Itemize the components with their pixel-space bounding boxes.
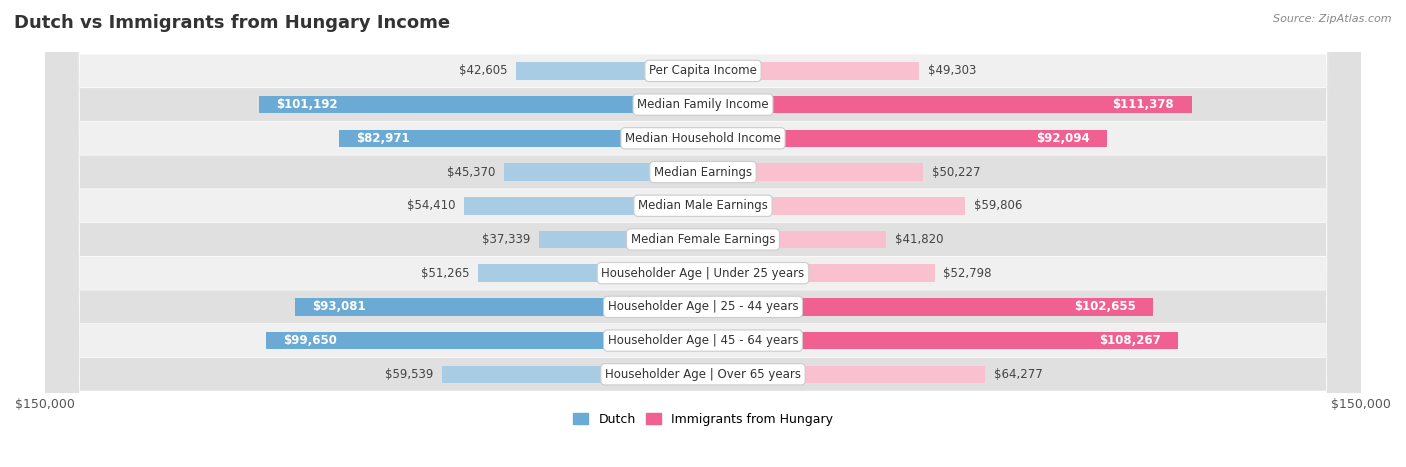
- Text: $41,820: $41,820: [896, 233, 943, 246]
- Bar: [703, 264, 935, 282]
- Text: Source: ZipAtlas.com: Source: ZipAtlas.com: [1274, 14, 1392, 24]
- FancyBboxPatch shape: [45, 0, 1361, 467]
- Text: $101,192: $101,192: [277, 98, 339, 111]
- Bar: [503, 163, 703, 181]
- Bar: [703, 332, 1178, 349]
- Bar: [516, 62, 703, 80]
- Text: Householder Age | Over 65 years: Householder Age | Over 65 years: [605, 368, 801, 381]
- FancyBboxPatch shape: [45, 0, 1361, 467]
- Text: $42,605: $42,605: [458, 64, 508, 78]
- Text: $52,798: $52,798: [943, 267, 991, 280]
- Text: Median Family Income: Median Family Income: [637, 98, 769, 111]
- FancyBboxPatch shape: [45, 0, 1361, 467]
- Text: Median Earnings: Median Earnings: [654, 165, 752, 178]
- Bar: [703, 163, 924, 181]
- Bar: [703, 96, 1192, 113]
- Bar: [703, 298, 1153, 316]
- Text: Per Capita Income: Per Capita Income: [650, 64, 756, 78]
- Text: $49,303: $49,303: [928, 64, 976, 78]
- Text: $59,806: $59,806: [974, 199, 1022, 212]
- Text: $99,650: $99,650: [284, 334, 337, 347]
- Bar: [339, 129, 703, 147]
- FancyBboxPatch shape: [45, 0, 1361, 467]
- Text: Median Male Earnings: Median Male Earnings: [638, 199, 768, 212]
- FancyBboxPatch shape: [45, 0, 1361, 467]
- Text: Median Female Earnings: Median Female Earnings: [631, 233, 775, 246]
- FancyBboxPatch shape: [45, 0, 1361, 467]
- Bar: [703, 129, 1107, 147]
- Bar: [703, 197, 966, 214]
- Text: $51,265: $51,265: [420, 267, 470, 280]
- Text: $92,094: $92,094: [1036, 132, 1090, 145]
- Text: $102,655: $102,655: [1074, 300, 1136, 313]
- Text: Median Household Income: Median Household Income: [626, 132, 780, 145]
- FancyBboxPatch shape: [45, 0, 1361, 467]
- Text: $45,370: $45,370: [447, 165, 495, 178]
- Bar: [703, 231, 886, 248]
- FancyBboxPatch shape: [45, 0, 1361, 467]
- Text: $54,410: $54,410: [406, 199, 456, 212]
- Bar: [478, 264, 703, 282]
- Text: $108,267: $108,267: [1098, 334, 1160, 347]
- Bar: [295, 298, 703, 316]
- Bar: [441, 366, 703, 383]
- Text: $59,539: $59,539: [385, 368, 433, 381]
- Text: Dutch vs Immigrants from Hungary Income: Dutch vs Immigrants from Hungary Income: [14, 14, 450, 32]
- Bar: [703, 366, 986, 383]
- Text: $111,378: $111,378: [1112, 98, 1174, 111]
- Text: $37,339: $37,339: [482, 233, 530, 246]
- FancyBboxPatch shape: [45, 0, 1361, 467]
- Bar: [464, 197, 703, 214]
- Text: $50,227: $50,227: [932, 165, 980, 178]
- Text: $93,081: $93,081: [312, 300, 366, 313]
- Text: $82,971: $82,971: [357, 132, 411, 145]
- Text: Householder Age | 25 - 44 years: Householder Age | 25 - 44 years: [607, 300, 799, 313]
- Bar: [538, 231, 703, 248]
- Legend: Dutch, Immigrants from Hungary: Dutch, Immigrants from Hungary: [568, 408, 838, 431]
- Text: $64,277: $64,277: [994, 368, 1042, 381]
- Bar: [259, 96, 703, 113]
- FancyBboxPatch shape: [45, 0, 1361, 467]
- Bar: [703, 62, 920, 80]
- Bar: [266, 332, 703, 349]
- Text: Householder Age | Under 25 years: Householder Age | Under 25 years: [602, 267, 804, 280]
- Text: Householder Age | 45 - 64 years: Householder Age | 45 - 64 years: [607, 334, 799, 347]
